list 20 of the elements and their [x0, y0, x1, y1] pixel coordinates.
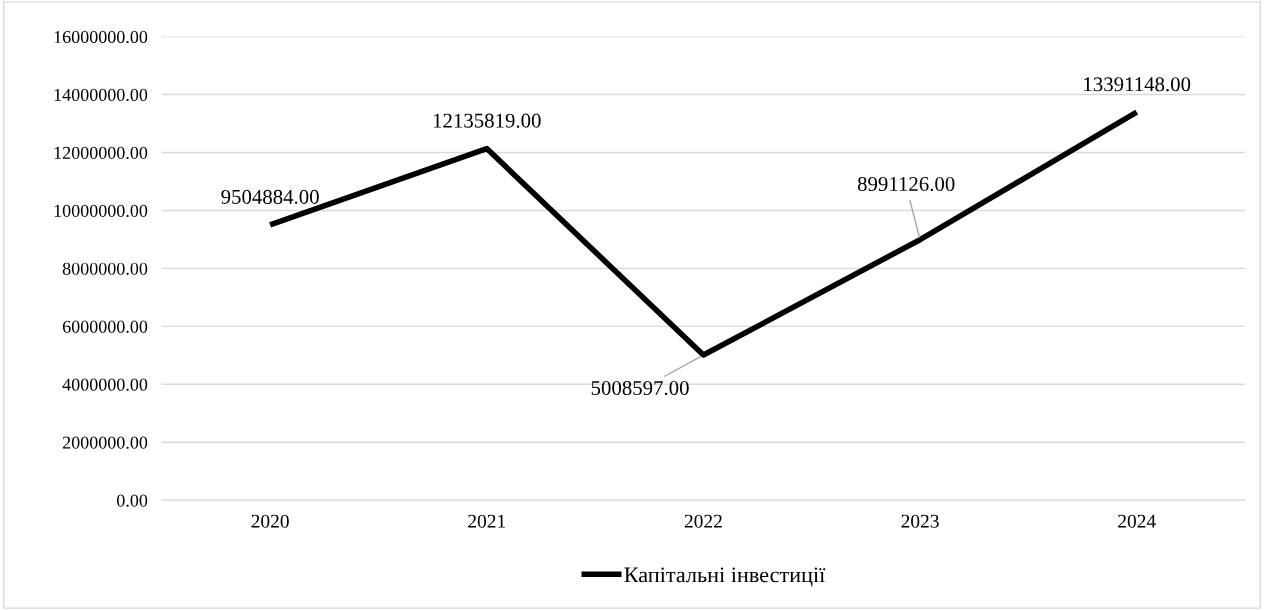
y-tick-label: 16000000.00 — [54, 30, 148, 44]
data-label: 13391148.00 — [1084, 77, 1191, 92]
y-tick-label: 0.00 — [116, 494, 148, 507]
y-tick-label: 4000000.00 — [62, 378, 148, 391]
y-tick-label: 2000000.00 — [62, 436, 148, 449]
x-tick-label: 2024 — [1118, 514, 1156, 528]
y-tick-label: 8000000.00 — [62, 262, 148, 275]
legend-label: Капітальні інвестиції — [624, 567, 826, 587]
x-tick-label: 2021 — [468, 514, 506, 528]
y-tick-label: 12000000.00 — [54, 146, 148, 160]
y-tick-label: 6000000.00 — [62, 320, 148, 333]
data-label: 5008597.00 — [591, 380, 689, 396]
y-tick-label: 14000000.00 — [54, 88, 148, 102]
data-label: 8991126.00 — [857, 176, 955, 192]
x-tick-label: 2022 — [684, 514, 722, 528]
x-tick-label: 2020 — [251, 514, 289, 528]
y-tick-label: 10000000.00 — [54, 204, 148, 217]
x-tick-label: 2023 — [901, 514, 939, 528]
data-label: 9504884.00 — [221, 189, 319, 204]
data-label: 12135819.00 — [433, 113, 541, 128]
